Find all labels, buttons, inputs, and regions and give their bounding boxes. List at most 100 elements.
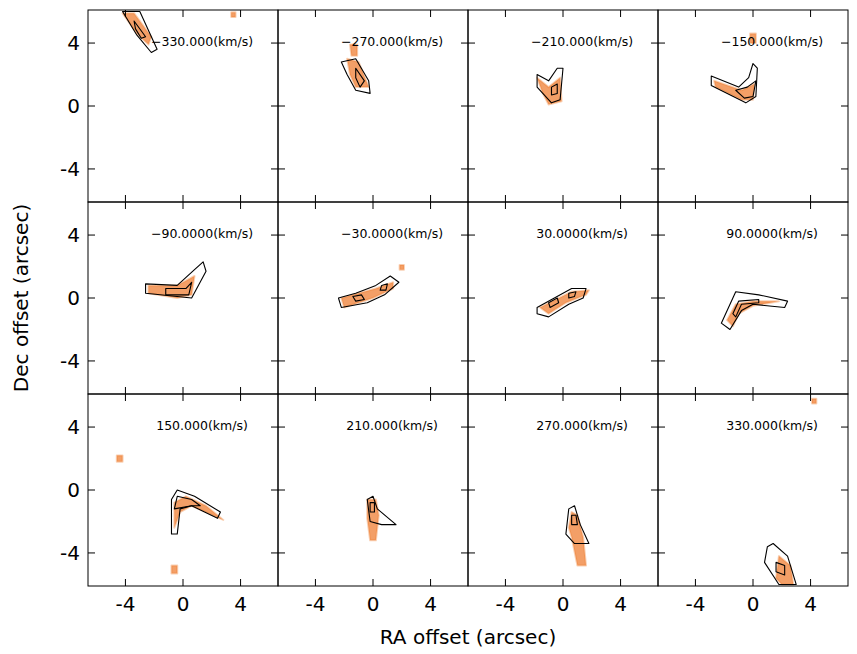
y-tick bbox=[461, 298, 468, 299]
y-tick-label: 0 bbox=[67, 478, 80, 502]
y-tick bbox=[278, 360, 285, 361]
y-tick bbox=[468, 43, 475, 44]
y-tick bbox=[461, 552, 468, 553]
x-tick bbox=[620, 202, 621, 209]
x-tick-label: 4 bbox=[804, 592, 817, 616]
y-tick bbox=[658, 106, 665, 107]
panel-frame bbox=[278, 202, 468, 394]
x-tick-label: 4 bbox=[424, 592, 437, 616]
x-tick-label: 0 bbox=[557, 592, 570, 616]
panel-title: −90.0000(km/s) bbox=[151, 226, 253, 241]
contour bbox=[356, 68, 365, 87]
y-tick bbox=[271, 490, 278, 491]
x-tick bbox=[240, 195, 241, 202]
x-tick-label: 4 bbox=[614, 592, 627, 616]
y-tick bbox=[271, 168, 278, 169]
panel-frame bbox=[658, 202, 848, 394]
contour bbox=[370, 503, 374, 512]
y-tick bbox=[658, 490, 665, 491]
y-tick bbox=[651, 43, 658, 44]
y-tick bbox=[88, 43, 95, 44]
y-tick bbox=[658, 298, 665, 299]
x-tick bbox=[183, 202, 184, 209]
y-tick bbox=[658, 427, 665, 428]
y-tick bbox=[271, 427, 278, 428]
panel-title: −210.000(km/s) bbox=[531, 34, 633, 49]
panel bbox=[468, 394, 658, 586]
x-tick bbox=[125, 195, 126, 202]
panel bbox=[658, 10, 848, 202]
panel-title: 330.000(km/s) bbox=[726, 418, 818, 433]
x-tick bbox=[810, 387, 811, 394]
y-tick bbox=[658, 43, 665, 44]
x-tick bbox=[810, 10, 811, 17]
x-tick-label: 4 bbox=[234, 592, 247, 616]
y-tick bbox=[658, 360, 665, 361]
x-tick bbox=[373, 195, 374, 202]
y-tick bbox=[88, 298, 95, 299]
emission bbox=[171, 566, 177, 574]
y-tick bbox=[271, 552, 278, 553]
x-tick bbox=[240, 579, 241, 586]
y-tick bbox=[841, 106, 848, 107]
contour bbox=[338, 276, 398, 307]
y-tick bbox=[468, 552, 475, 553]
panel-frame bbox=[278, 394, 468, 586]
panel-title: 210.000(km/s) bbox=[346, 418, 438, 433]
y-tick bbox=[651, 235, 658, 236]
x-tick bbox=[430, 579, 431, 586]
y-tick bbox=[461, 43, 468, 44]
y-tick bbox=[651, 427, 658, 428]
x-tick bbox=[125, 202, 126, 209]
contour bbox=[721, 292, 787, 330]
contour bbox=[341, 59, 370, 94]
x-tick bbox=[620, 387, 621, 394]
emission bbox=[400, 265, 404, 270]
x-tick bbox=[430, 10, 431, 17]
panel-title: 150.000(km/s) bbox=[156, 418, 248, 433]
contour bbox=[711, 64, 757, 103]
y-tick bbox=[461, 106, 468, 107]
y-tick bbox=[88, 490, 95, 491]
x-tick bbox=[563, 394, 564, 401]
contour bbox=[551, 84, 557, 95]
x-tick bbox=[505, 10, 506, 17]
y-tick bbox=[468, 106, 475, 107]
emission bbox=[367, 499, 379, 540]
x-tick bbox=[810, 579, 811, 586]
panel bbox=[658, 202, 848, 394]
x-tick bbox=[240, 202, 241, 209]
y-tick bbox=[651, 552, 658, 553]
emission bbox=[117, 455, 123, 461]
x-tick bbox=[430, 195, 431, 202]
x-tick-label: -4 bbox=[115, 592, 135, 616]
x-tick bbox=[430, 387, 431, 394]
panel bbox=[468, 202, 658, 394]
y-tick bbox=[468, 490, 475, 491]
y-tick bbox=[468, 235, 475, 236]
panel-plot bbox=[117, 455, 224, 573]
x-tick bbox=[620, 579, 621, 586]
x-tick bbox=[620, 195, 621, 202]
panel-frame bbox=[658, 394, 848, 586]
x-tick bbox=[183, 387, 184, 394]
y-tick bbox=[841, 490, 848, 491]
x-tick bbox=[373, 387, 374, 394]
contour bbox=[537, 289, 586, 317]
y-tick bbox=[658, 168, 665, 169]
contour bbox=[134, 21, 146, 38]
y-tick bbox=[841, 298, 848, 299]
x-tick-label: 0 bbox=[367, 592, 380, 616]
panel bbox=[468, 10, 658, 202]
panel-plot bbox=[566, 506, 589, 566]
contour bbox=[566, 506, 589, 544]
x-tick bbox=[695, 579, 696, 586]
emission bbox=[727, 301, 779, 326]
y-tick bbox=[88, 106, 95, 107]
panel-title: −30.0000(km/s) bbox=[341, 226, 443, 241]
panel bbox=[88, 202, 278, 394]
x-tick bbox=[505, 195, 506, 202]
y-tick bbox=[278, 43, 285, 44]
x-tick bbox=[695, 387, 696, 394]
y-tick bbox=[88, 168, 95, 169]
